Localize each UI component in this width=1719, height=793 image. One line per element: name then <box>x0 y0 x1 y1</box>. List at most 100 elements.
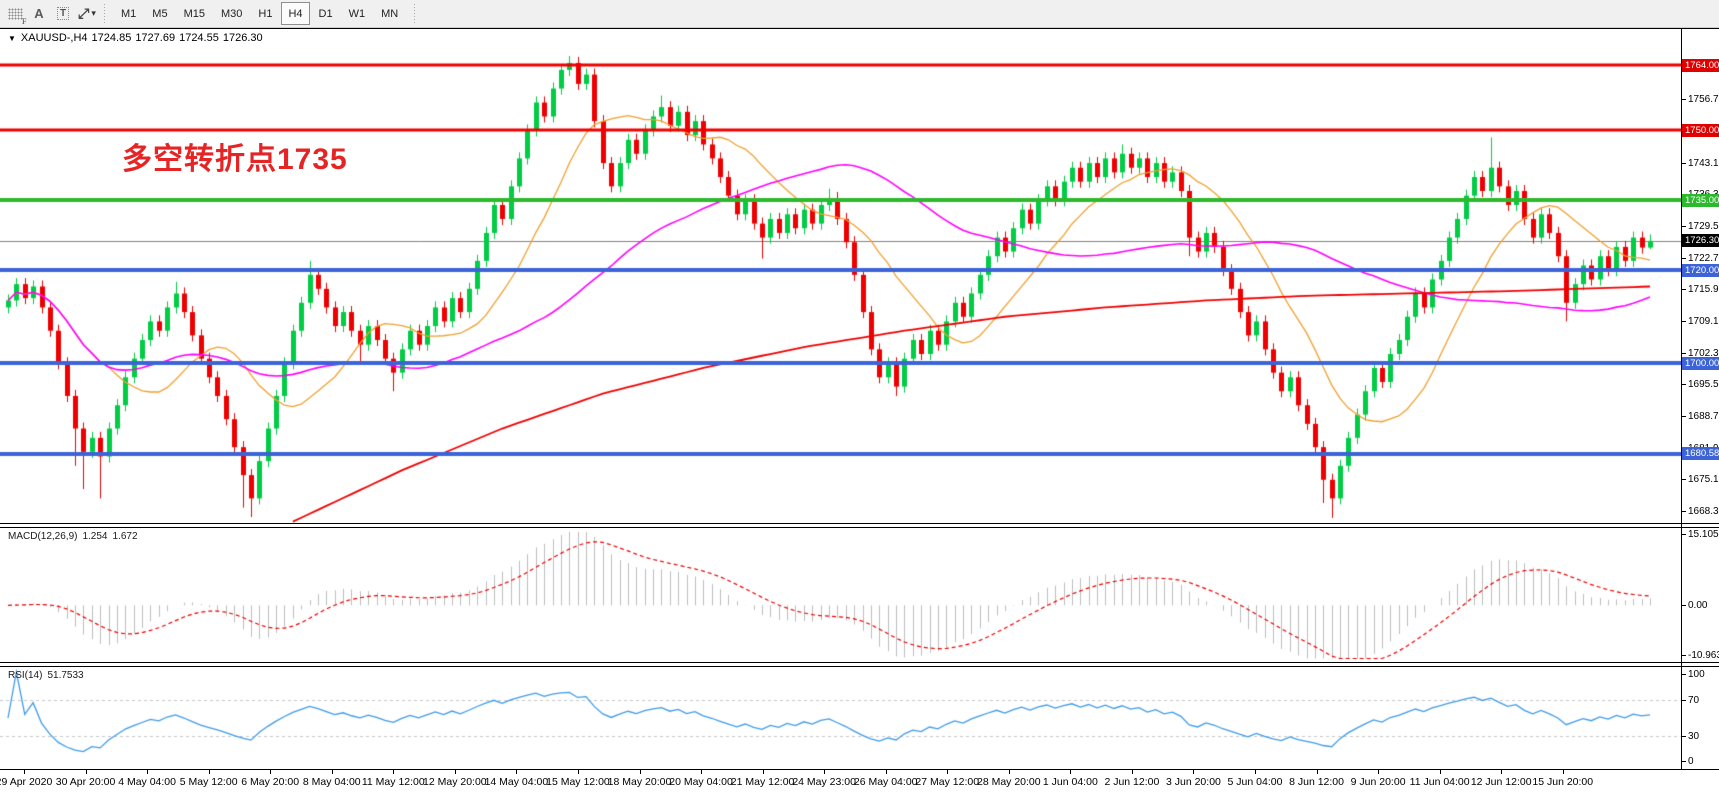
macd-title: MACD(12,26,9) 1.254 1.672 <box>8 531 143 542</box>
tick-mark <box>1682 655 1686 656</box>
arrows-tool-icon: ⤢ <box>78 5 90 21</box>
time-tick-mark <box>1316 770 1318 774</box>
time-label: 8 May 04:00 <box>302 776 361 788</box>
rsi-name: RSI(14) <box>8 670 43 681</box>
toolbar-grip[interactable] <box>104 3 108 24</box>
time-label: 14 May 04:00 <box>484 776 549 788</box>
chart-annotation-text[interactable]: 多空转折点1735 <box>122 143 348 176</box>
price-tick-label: 1743.10 <box>1682 158 1719 169</box>
time-tick-mark <box>701 770 703 774</box>
drawing-tools-group: F A T ⤢ ▾ <box>3 3 99 26</box>
time-tick-mark <box>1008 770 1010 774</box>
time-tick-mark <box>639 770 641 774</box>
timeframe-h1-button[interactable]: H1 <box>258 7 273 20</box>
fibonacci-tool-button[interactable]: F <box>4 3 27 26</box>
arrows-dropdown-caret-icon[interactable]: ▾ <box>91 8 96 18</box>
time-label: 30 Apr 20:00 <box>55 776 116 788</box>
time-label: 4 May 04:00 <box>118 776 176 788</box>
tick-mark <box>1682 352 1686 354</box>
tick-mark <box>1682 257 1686 259</box>
price-axis-separator <box>1681 28 1682 769</box>
symbol-dropdown-icon[interactable]: ▼ <box>8 34 16 43</box>
timeframe-m5-button[interactable]: M5 <box>152 7 168 20</box>
time-tick-mark <box>147 770 149 774</box>
time-label: 11 May 12:00 <box>361 776 425 788</box>
ohlc-low: 1724.55 <box>179 32 219 44</box>
time-tick-mark <box>824 770 826 774</box>
symbol-ohlc-line[interactable]: ▼ XAUUSD-,H4 1724.85 1727.69 1724.55 1726.30 <box>8 32 267 44</box>
main-chart-canvas[interactable] <box>0 29 1681 523</box>
time-tick-mark <box>1439 770 1441 774</box>
time-label: 27 May 12:00 <box>915 776 980 788</box>
timeframe-m1-button[interactable]: M1 <box>121 7 137 20</box>
time-tick-mark <box>1255 770 1256 774</box>
time-tick-mark <box>208 770 210 774</box>
time-label: 9 Jun 20:00 <box>1350 776 1406 788</box>
tick-mark <box>1682 384 1686 386</box>
tick-mark <box>1682 510 1686 512</box>
price-level-badge-1764-00: 1764.00 <box>1682 58 1719 72</box>
time-tick-mark <box>1378 770 1380 774</box>
time-label: 5 May 12:00 <box>179 776 238 788</box>
price-level-badge-1700-00: 1700.00 <box>1682 356 1719 370</box>
toolbar: F A T ⤢ ▾ M1 M5 M15 M30 H1 H4 D1 W1 MN <box>0 0 1719 28</box>
time-label: 2 Jun 12:00 <box>1104 776 1160 788</box>
rsi-axis-label: 70 <box>1682 695 1719 706</box>
macd-value-signal: 1.672 <box>112 531 138 542</box>
text-box-tool-button[interactable]: T <box>52 3 74 25</box>
time-label: 11 Jun 04:00 <box>1409 776 1470 788</box>
rsi-axis-label: 30 <box>1682 731 1719 742</box>
macd-panel-top-border <box>0 527 1719 528</box>
time-label: 28 May 20:00 <box>976 776 1041 788</box>
macd-canvas[interactable] <box>0 528 1681 662</box>
tick-mark <box>1682 99 1686 101</box>
arrows-tool-button[interactable]: ⤢ ▾ <box>76 3 98 25</box>
rsi-canvas[interactable] <box>0 667 1681 769</box>
text-label-tool-button[interactable]: A <box>28 3 50 25</box>
time-tick-mark <box>85 770 87 774</box>
tick-mark <box>1682 479 1686 481</box>
timeframe-h4-button[interactable]: H4 <box>281 2 310 25</box>
timeframe-mn-button[interactable]: MN <box>381 7 399 20</box>
rsi-panel-top-border <box>0 666 1719 667</box>
rsi-title: RSI(14) 51.7533 <box>8 670 89 681</box>
time-tick-mark <box>762 770 764 774</box>
time-label: 12 Jun 12:00 <box>1470 776 1532 788</box>
time-label: 3 Jun 20:00 <box>1165 776 1221 788</box>
toolbar-grip-2[interactable] <box>414 3 419 24</box>
price-level-badge-1720-00: 1720.00 <box>1682 263 1719 277</box>
ohlc-close: 1726.30 <box>222 32 263 44</box>
time-tick-mark <box>516 770 518 774</box>
tick-mark <box>1682 699 1686 701</box>
price-tick-label: 1722.70 <box>1682 253 1719 264</box>
timeframe-m30-button[interactable]: M30 <box>220 7 243 20</box>
rsi-value: 51.7533 <box>47 670 84 681</box>
tick-mark <box>1682 534 1686 535</box>
timeframes-group: M1 M5 M15 M30 H1 H4 D1 W1 MN <box>113 2 406 25</box>
time-tick-mark <box>454 770 456 774</box>
tick-mark <box>1682 605 1686 607</box>
rsi-panel-bottom-border <box>0 769 1719 770</box>
timeframe-d1-button[interactable]: D1 <box>318 7 333 20</box>
fibonacci-tool-icon: F <box>7 7 27 26</box>
rsi-axis-label: 100 <box>1682 669 1719 680</box>
price-tick-label: 1709.10 <box>1682 316 1719 327</box>
macd-axis-label: -10.963 <box>1682 650 1719 661</box>
tick-mark <box>1682 415 1686 417</box>
timeframe-m15-button[interactable]: M15 <box>183 7 205 20</box>
timeframe-w1-button[interactable]: W1 <box>348 7 366 20</box>
time-tick-mark <box>393 770 395 774</box>
price-tick-label: 1695.50 <box>1682 379 1719 390</box>
price-tick-label: 1688.70 <box>1682 411 1719 422</box>
time-tick-mark <box>577 770 579 774</box>
main-panel-top-border <box>0 28 1719 29</box>
time-tick-mark <box>331 770 333 774</box>
rsi-axis-label: 0 <box>1682 756 1719 767</box>
time-tick-mark <box>24 770 25 774</box>
main-panel-bottom-border[interactable] <box>0 523 1719 524</box>
ohlc-high: 1727.69 <box>135 32 176 44</box>
macd-panel-bottom-border[interactable] <box>0 662 1719 663</box>
time-axis[interactable]: 29 Apr 2020 30 Apr 20:00 4 May 04:00 5 May … <box>0 770 1719 793</box>
time-label: 26 May 04:00 <box>853 776 918 788</box>
